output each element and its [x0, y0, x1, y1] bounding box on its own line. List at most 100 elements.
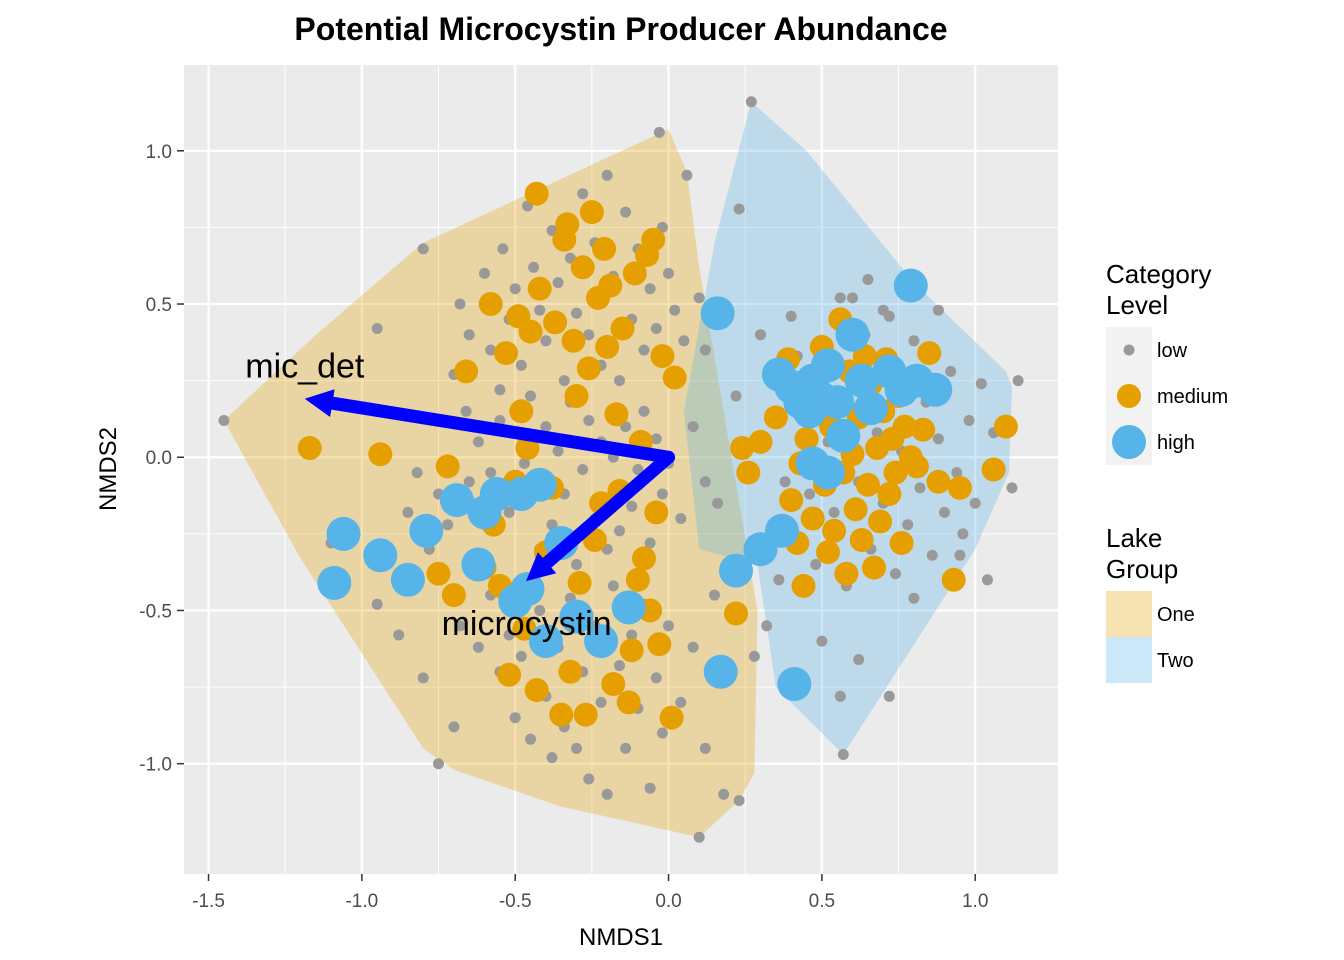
- point-high: [363, 538, 398, 573]
- point-low: [411, 467, 423, 479]
- legend-label-low: low: [1157, 340, 1188, 362]
- point-high: [611, 590, 646, 625]
- point-low: [433, 758, 444, 770]
- point-high: [918, 372, 953, 407]
- point-medium: [892, 414, 917, 439]
- point-medium: [724, 601, 748, 626]
- point-low: [583, 415, 595, 426]
- point-low: [601, 788, 613, 800]
- point-medium: [622, 261, 647, 286]
- point-low: [540, 335, 552, 347]
- point-medium: [564, 384, 589, 408]
- point-low: [558, 375, 570, 387]
- legend-label-two: Two: [1157, 650, 1194, 672]
- point-high: [765, 513, 799, 548]
- point-medium: [917, 341, 942, 366]
- point-medium: [641, 227, 666, 252]
- point-medium: [598, 273, 623, 298]
- point-high: [844, 363, 879, 398]
- point-low: [926, 549, 938, 561]
- point-medium: [779, 488, 804, 513]
- point-high: [510, 572, 545, 606]
- point-low: [460, 405, 472, 417]
- point-low: [371, 323, 383, 334]
- point-medium: [509, 399, 534, 424]
- point-medium: [800, 506, 825, 531]
- point-low: [908, 592, 920, 604]
- point-high: [317, 565, 352, 600]
- vector-line-microcystin: [540, 450, 676, 570]
- point-medium: [877, 482, 902, 506]
- point-low: [982, 574, 993, 586]
- point-medium: [791, 573, 816, 598]
- point-low: [479, 267, 490, 279]
- point-low: [626, 629, 638, 641]
- point-low: [503, 629, 515, 641]
- point-low: [218, 415, 230, 426]
- point-low: [650, 323, 662, 334]
- point-low: [733, 795, 745, 806]
- point-low: [417, 243, 429, 255]
- point-medium: [610, 316, 635, 341]
- legend-title-lake-group: Lake: [1106, 523, 1162, 553]
- point-high: [559, 599, 594, 634]
- point-low: [718, 788, 730, 800]
- point-high: [700, 296, 735, 331]
- point-medium: [454, 359, 479, 384]
- point-low: [957, 528, 969, 540]
- point-low: [1012, 375, 1024, 387]
- point-low: [669, 304, 681, 316]
- point-medium: [889, 531, 914, 555]
- point-medium: [441, 583, 466, 608]
- point-low: [402, 506, 414, 518]
- y-tick-label: 0.5: [146, 295, 172, 316]
- point-low: [525, 733, 536, 745]
- point-medium: [904, 454, 929, 479]
- point-low: [693, 831, 705, 843]
- point-medium: [527, 276, 552, 301]
- vector-arrowhead-mic_det: [304, 389, 335, 417]
- point-medium: [834, 561, 859, 586]
- point-low: [834, 292, 846, 304]
- point-low: [779, 476, 791, 488]
- point-low: [552, 445, 564, 457]
- point-low: [804, 488, 816, 500]
- point-medium: [632, 546, 656, 571]
- point-low: [699, 344, 711, 356]
- point-high: [811, 455, 845, 490]
- point-medium: [478, 292, 503, 316]
- point-low: [515, 359, 527, 371]
- point-medium: [650, 344, 675, 369]
- point-low: [755, 329, 766, 341]
- point-medium: [993, 414, 1018, 439]
- legend-key-low: [1123, 344, 1135, 356]
- point-low: [442, 519, 454, 531]
- point-low: [583, 329, 595, 341]
- point-low: [939, 506, 950, 518]
- point-low: [837, 749, 849, 760]
- point-low: [463, 476, 475, 488]
- point-low: [745, 96, 757, 108]
- point-low: [699, 476, 711, 488]
- point-low: [509, 712, 521, 724]
- point-low: [552, 277, 564, 289]
- point-medium: [506, 304, 531, 329]
- point-medium: [543, 310, 568, 335]
- point-medium: [524, 181, 549, 206]
- point-low: [463, 329, 475, 341]
- point-low: [663, 267, 674, 279]
- point-low: [1006, 482, 1018, 494]
- point-medium: [883, 460, 908, 485]
- point-medium: [592, 236, 617, 261]
- point-high: [439, 483, 474, 518]
- point-low: [712, 497, 724, 509]
- point-medium: [601, 672, 626, 696]
- point-low: [620, 206, 632, 218]
- point-medium: [941, 567, 966, 592]
- point-high: [777, 667, 812, 701]
- point-low: [518, 457, 530, 469]
- point-low: [638, 405, 650, 417]
- point-high: [584, 624, 619, 659]
- point-high: [893, 268, 928, 303]
- point-medium: [558, 659, 583, 684]
